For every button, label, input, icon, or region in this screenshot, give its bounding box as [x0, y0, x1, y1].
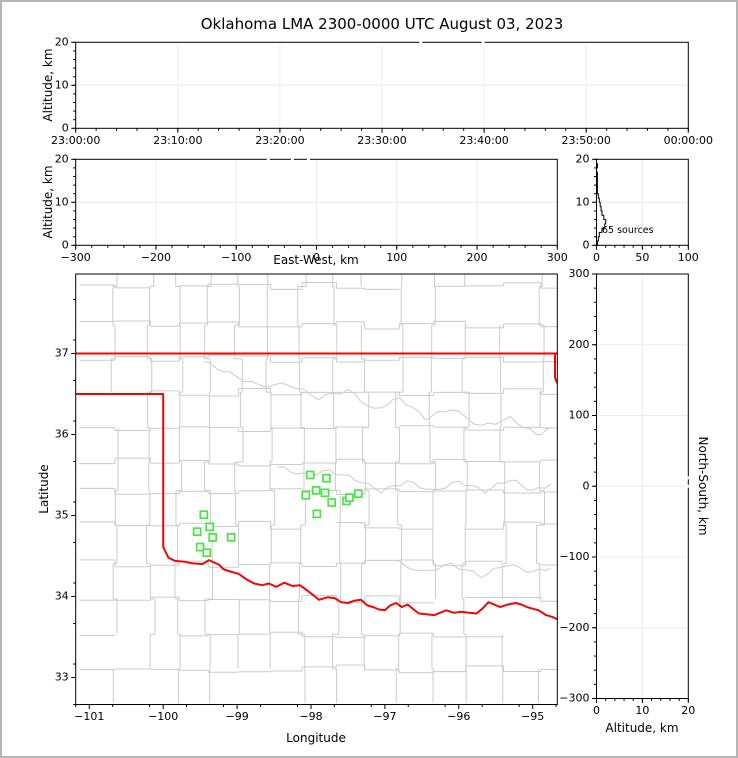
- station-marker: [322, 473, 331, 483]
- tick-label: 34: [55, 590, 69, 603]
- tick-label: 0: [583, 238, 590, 251]
- tick-label: 50: [635, 251, 649, 264]
- ew-panel-ylabel: Altitude, km: [41, 165, 55, 239]
- station-marker: [226, 533, 236, 542]
- tick-label: 0: [62, 121, 69, 134]
- tick-label: 23:50:00: [561, 134, 610, 147]
- tick-label: 10: [55, 78, 69, 91]
- altitude-histogram-line: [596, 159, 607, 246]
- tick-label: 100: [386, 251, 407, 264]
- sources-count-annotation: 65 sources: [602, 225, 654, 236]
- station-marker: [205, 522, 215, 532]
- tick-label: 37: [55, 346, 69, 359]
- source-point-white: [266, 157, 270, 161]
- tick-label: 23:20:00: [255, 134, 304, 147]
- station-marker: [192, 527, 202, 537]
- tick-label: −300: [61, 251, 91, 264]
- tick-label: 200: [569, 338, 590, 351]
- tick-label: 0: [593, 251, 600, 264]
- tick-label: −101: [74, 710, 104, 723]
- tick-label: 20: [681, 704, 695, 717]
- tick-label: −99: [225, 710, 248, 723]
- source-point-white: [306, 157, 310, 161]
- tick-label: −95: [521, 710, 544, 723]
- station-marker: [353, 489, 363, 498]
- ns-panel-xlabel: Altitude, km: [605, 721, 679, 735]
- panel-map: −101 −100 −99 −98 −97 −96 −95 37 36 35 34 33: [55, 273, 558, 723]
- state-border-panhandle-west-red-river: [75, 393, 558, 621]
- river-line: [203, 361, 553, 436]
- tick-label: 10: [576, 195, 590, 208]
- tick-label: 0: [583, 479, 590, 492]
- source-point-white: [290, 157, 294, 161]
- station-marker: [301, 490, 311, 500]
- tick-label: 20: [576, 152, 590, 165]
- tick-label: 0: [593, 704, 600, 717]
- state-border-east-sliver: [554, 353, 558, 384]
- river-line: [392, 559, 552, 579]
- tick-label: −98: [299, 710, 322, 723]
- station-marker: [208, 533, 218, 542]
- source-point-white: [481, 40, 485, 44]
- tick-label: −96: [447, 710, 470, 723]
- county-boundaries: [79, 274, 558, 703]
- tick-label: 23:40:00: [459, 134, 508, 147]
- tick-label: 20: [55, 152, 69, 165]
- tick-label: −200: [141, 251, 171, 264]
- tick-label: 300: [569, 267, 590, 280]
- panel-ns_alt: 0 10 20 300 200 100 0 −100 −200 −300: [559, 267, 695, 717]
- tick-label: 100: [569, 409, 590, 422]
- tick-label: −300: [559, 692, 589, 705]
- station-marker: [195, 542, 205, 552]
- tick-label: 10: [635, 704, 649, 717]
- station-marker: [320, 488, 330, 498]
- station-marker: [311, 486, 321, 495]
- panel-time_height: 23:00:00 23:10:00 23:20:00 23:30:00 23:40:00…: [51, 35, 713, 147]
- tick-label: 0: [313, 251, 320, 264]
- station-marker: [345, 493, 354, 503]
- station-marker: [202, 548, 212, 558]
- source-point-white: [686, 484, 690, 488]
- source-point-white: [686, 476, 690, 480]
- figure-title: Oklahoma LMA 2300-0000 UTC August 03, 20…: [200, 15, 564, 33]
- map-layers: [75, 274, 558, 703]
- tick-label: −100: [148, 710, 178, 723]
- station-marker: [312, 509, 322, 519]
- tick-label: −97: [373, 710, 396, 723]
- tick-label: 10: [55, 195, 69, 208]
- map-xlabel: Longitude: [286, 731, 346, 745]
- tick-label: 300: [547, 251, 568, 264]
- panel-ew_height: −300 −200 −100 0 100 200 300 0 10 20: [55, 152, 568, 263]
- tick-label: 200: [467, 251, 488, 264]
- station-marker: [327, 498, 337, 507]
- tick-label: 23:10:00: [153, 134, 202, 147]
- tick-label: −100: [221, 251, 251, 264]
- station-marker: [199, 510, 209, 520]
- tick-label: 0: [62, 238, 69, 251]
- panel-alt_hist: 0 50 100 0 10 20: [576, 152, 699, 263]
- tick-label: 20: [55, 35, 69, 48]
- tick-label: 00:00:00: [664, 134, 713, 147]
- tick-label: 23:00:00: [51, 134, 100, 147]
- tick-label: 35: [55, 508, 69, 521]
- tick-label: 36: [55, 427, 69, 440]
- tick-label: −100: [559, 550, 589, 563]
- source-point-white: [419, 40, 423, 44]
- ns-panel-ylabel: North-South, km: [696, 436, 710, 536]
- river-line: [277, 466, 552, 494]
- ew-panel-xlabel: East-West, km: [273, 253, 359, 267]
- station-marker: [305, 470, 315, 480]
- tick-label: 100: [678, 251, 699, 264]
- map-ylabel: Latitude: [37, 464, 51, 514]
- tick-label: 23:30:00: [357, 134, 406, 147]
- tick-label: 33: [55, 671, 69, 684]
- panel-border: [75, 273, 558, 705]
- lma-station-markers: [192, 470, 363, 558]
- tick-label: −200: [559, 621, 589, 634]
- time-panel-ylabel: Altitude, km: [41, 48, 55, 122]
